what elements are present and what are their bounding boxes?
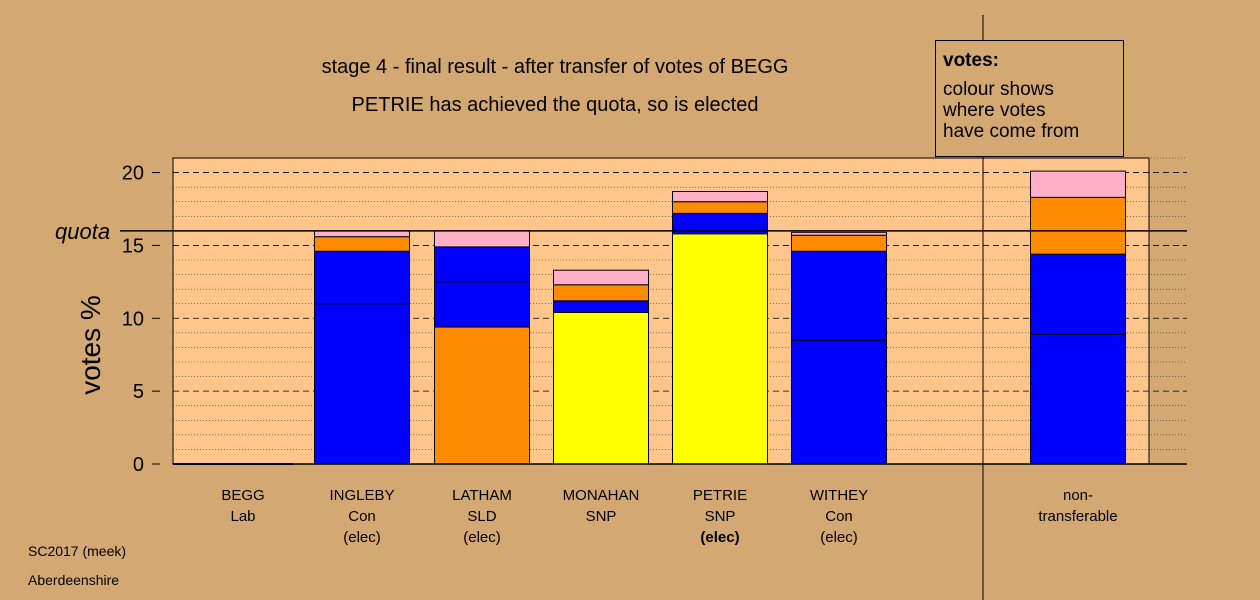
y-tick-label: 20 xyxy=(122,163,144,185)
bar-segment xyxy=(314,236,410,252)
bar-segment xyxy=(314,230,410,238)
bar-segment xyxy=(553,269,649,286)
category-label: (elec) xyxy=(463,529,501,546)
y-tick-label: 15 xyxy=(122,235,144,257)
category-label: INGLEBY xyxy=(329,487,394,504)
bar-segment xyxy=(672,233,768,465)
bar-segment xyxy=(553,300,649,313)
bar-segment xyxy=(791,339,887,465)
chart-subtitle: PETRIE has achieved the quota, so is ele… xyxy=(351,94,759,116)
bar-segment xyxy=(791,234,887,252)
category-label: transferable xyxy=(1038,508,1117,525)
category-label: (elec) xyxy=(343,529,381,546)
category-label: BEGG xyxy=(221,487,264,504)
category-label: Con xyxy=(825,508,853,525)
category-label: WITHEY xyxy=(810,487,868,504)
category-label: Lab xyxy=(230,508,255,525)
bar-segment xyxy=(791,250,887,341)
category-label: SNP xyxy=(586,508,617,525)
bar-segment xyxy=(672,201,768,214)
bar-segment xyxy=(791,231,887,236)
category-label: SLD xyxy=(467,508,496,525)
bar-segment xyxy=(434,230,530,248)
bar-segment xyxy=(1030,253,1126,335)
category-label: (elec) xyxy=(700,529,739,546)
footer-region: Aberdeenshire xyxy=(28,572,120,588)
bar-segment xyxy=(434,246,530,283)
bar-segment xyxy=(314,303,410,465)
category-label: Con xyxy=(348,508,376,525)
y-axis-label: votes % xyxy=(75,295,106,395)
legend-line-3: have come from xyxy=(943,121,1080,142)
bar-segment xyxy=(553,284,649,302)
category-label: (elec) xyxy=(820,529,858,546)
quota-label: quota xyxy=(55,219,110,244)
legend-line-1: colour shows xyxy=(943,79,1054,100)
legend-heading: votes: xyxy=(943,50,999,71)
category-label: SNP xyxy=(705,508,736,525)
y-tick-label: 0 xyxy=(133,454,144,476)
footer-election: SC2017 (meek) xyxy=(28,543,127,559)
chart-title: stage 4 - final result - after transfer … xyxy=(321,56,789,78)
y-tick-label: 5 xyxy=(133,381,144,403)
bar-segment xyxy=(672,191,768,203)
bar-segment xyxy=(553,311,649,465)
legend-line-2: where votes xyxy=(943,100,1046,121)
y-tick-label: 10 xyxy=(122,308,144,330)
category-label: PETRIE xyxy=(693,487,747,504)
bar-segment xyxy=(434,281,530,328)
bar-segment xyxy=(1030,333,1126,465)
bar-segment xyxy=(434,326,530,465)
legend-box: votes: colour shows where votes have com… xyxy=(935,40,1124,157)
category-label: non- xyxy=(1063,487,1093,504)
category-label: MONAHAN xyxy=(563,487,640,504)
bar-segment xyxy=(1030,170,1126,198)
bar-segment xyxy=(1030,196,1126,255)
bar-segment xyxy=(314,250,410,305)
category-label: LATHAM xyxy=(452,487,512,504)
